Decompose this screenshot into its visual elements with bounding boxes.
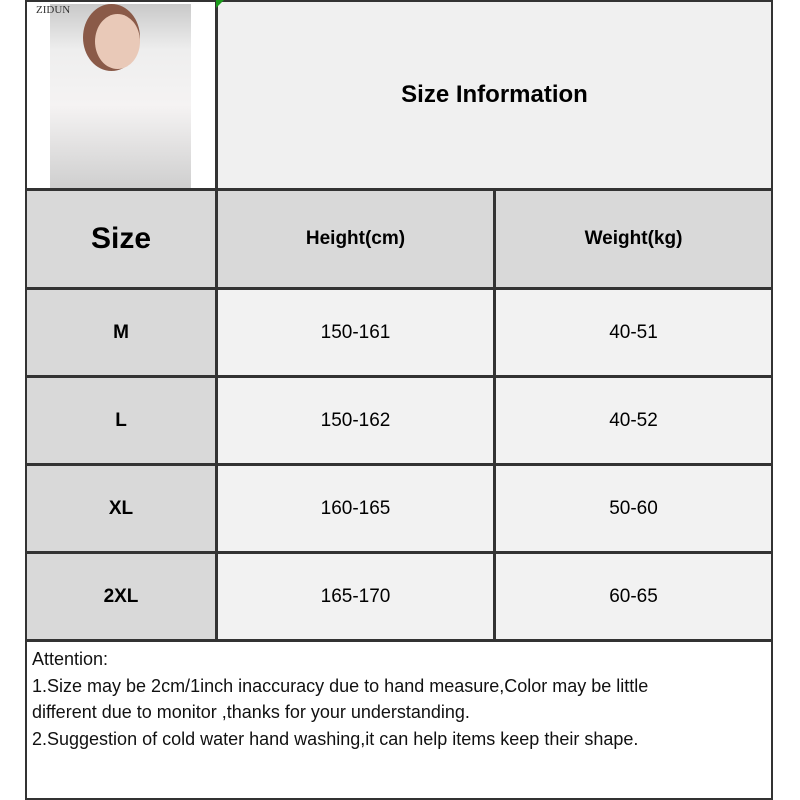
size-cell: XL <box>25 464 217 553</box>
height-cell: 150-162 <box>216 376 495 465</box>
size-cell: L <box>25 376 217 465</box>
attention-line: 1.Size may be 2cm/1inch inaccuracy due t… <box>32 675 649 696</box>
weight-cell: 50-60 <box>494 464 773 553</box>
attention-heading: Attention: <box>32 649 109 669</box>
header-weight: Weight(kg) <box>494 189 773 289</box>
product-photo <box>50 4 191 188</box>
attention-line: different due to monitor ,thanks for you… <box>32 702 470 722</box>
header-height: Height(cm) <box>216 189 495 289</box>
size-cell: M <box>25 288 217 377</box>
weight-cell: 60-65 <box>494 552 773 641</box>
cell-marker-icon <box>216 0 224 8</box>
attention-line: 2.Suggestion of cold water hand washing,… <box>32 728 639 749</box>
height-cell: 160-165 <box>216 464 495 553</box>
weight-cell: 40-52 <box>494 376 773 465</box>
size-cell: 2XL <box>25 552 217 641</box>
header-size: Size <box>25 189 217 289</box>
height-cell: 165-170 <box>216 552 495 641</box>
attention-notes: Attention: 1.Size may be 2cm/1inch inacc… <box>25 640 773 800</box>
page-title: Size Information <box>216 0 773 190</box>
weight-cell: 40-51 <box>494 288 773 377</box>
height-cell: 150-161 <box>216 288 495 377</box>
watermark-logo: ZIDUN <box>36 4 71 16</box>
